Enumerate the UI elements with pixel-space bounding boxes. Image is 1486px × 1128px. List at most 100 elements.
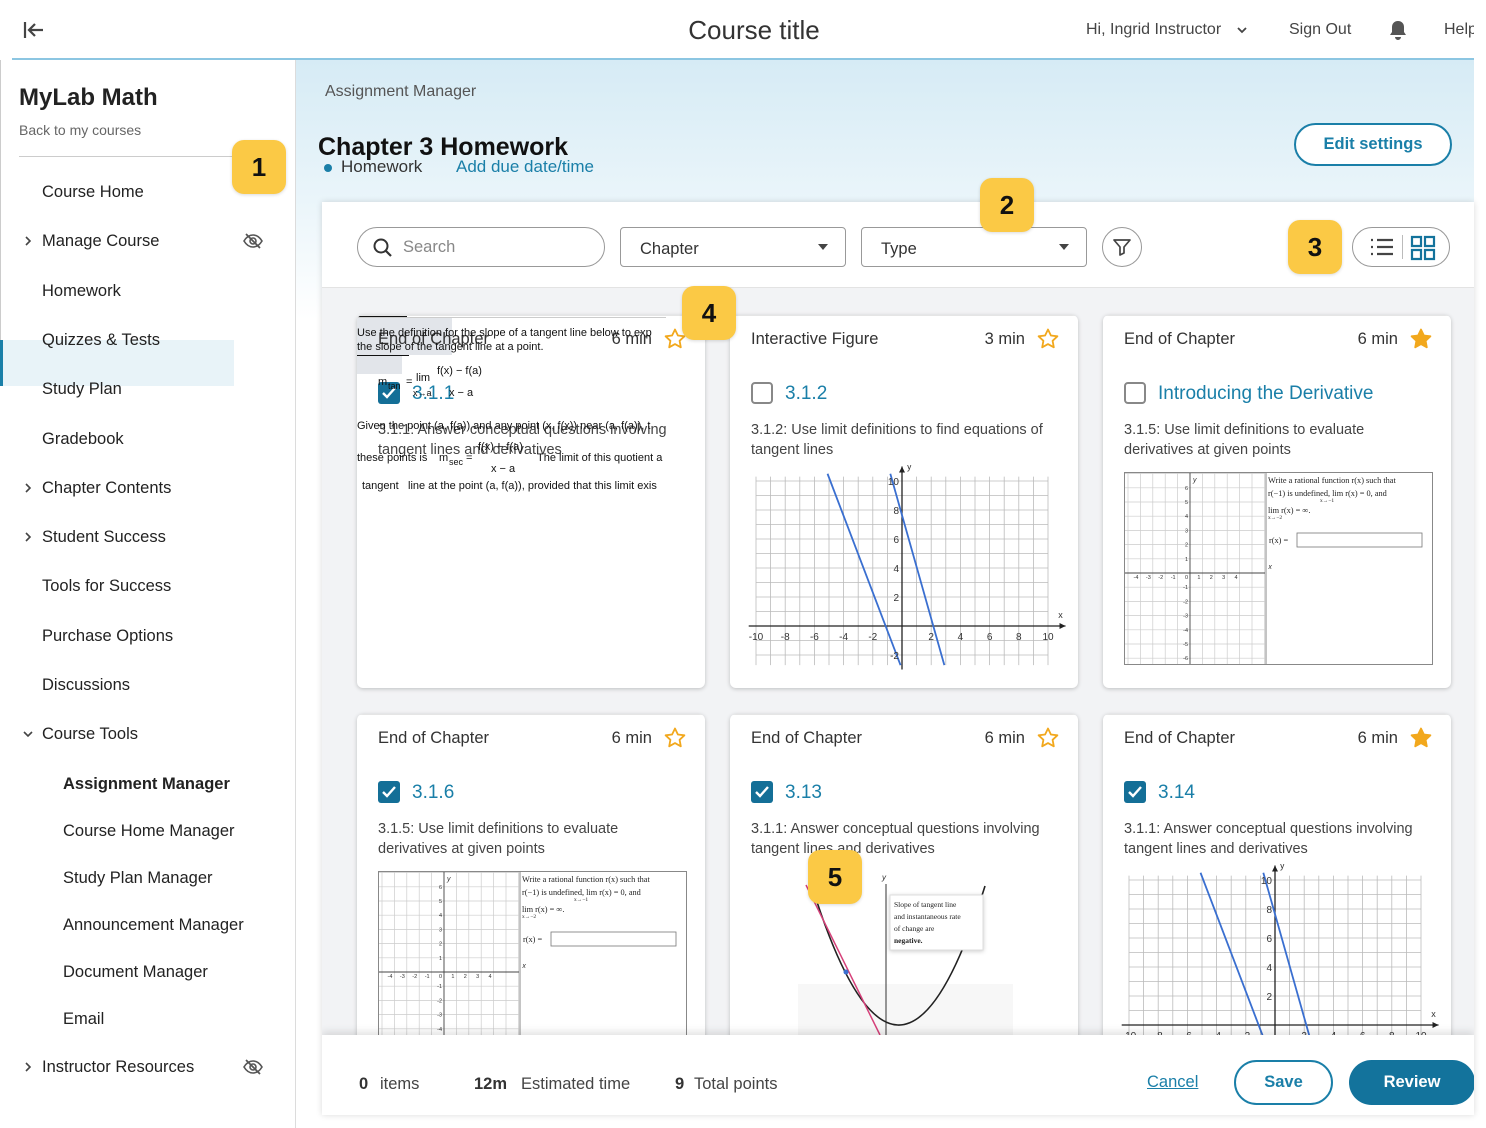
formula-part: f(x) − f(a) <box>437 365 482 377</box>
select-checkbox[interactable] <box>1123 381 1147 405</box>
sign-out[interactable]: Sign Out <box>1289 21 1352 38</box>
sub-nav-item[interactable]: Assignment Manager <box>63 774 230 793</box>
formula-part: = <box>406 376 413 388</box>
question-title[interactable]: Introducing the Derivative <box>1158 383 1374 404</box>
question-time: 6 min <box>1357 330 1398 348</box>
sub-nav-item[interactable]: Document Manager <box>63 962 208 981</box>
nav-item[interactable]: Course Home <box>42 183 144 201</box>
graph-tick-label: -1 <box>1171 575 1176 581</box>
expand-chevron[interactable] <box>22 531 34 543</box>
assignment-type: Homework <box>341 157 423 176</box>
nav-item[interactable]: Gradebook <box>42 429 124 448</box>
type-dropdown[interactable]: Type <box>861 227 1087 267</box>
graph-tick-label: -4 <box>388 974 393 980</box>
save-button[interactable]: Save <box>1234 1060 1333 1105</box>
edit-settings-button[interactable]: Edit settings <box>1294 123 1452 166</box>
nav-item[interactable]: Quizzes & Tests <box>42 330 160 349</box>
favorite-star[interactable] <box>1037 727 1059 749</box>
sub-nav-item[interactable]: Announcement Manager <box>63 915 244 934</box>
breadcrumb[interactable]: Assignment Manager <box>325 83 477 100</box>
favorite-star[interactable] <box>664 727 686 749</box>
nav-item[interactable]: Instructor Resources <box>42 1057 195 1076</box>
callout-badge: 1 <box>232 140 286 194</box>
expand-chevron[interactable] <box>22 235 34 247</box>
select-checkbox[interactable] <box>377 381 401 405</box>
expand-chevron[interactable] <box>22 1061 34 1073</box>
favorite-star[interactable] <box>664 328 686 350</box>
course-title: Course title <box>688 15 820 45</box>
graph-tick-label: 1 <box>439 956 442 962</box>
user-menu[interactable]: Hi, Ingrid Instructor <box>1086 21 1222 38</box>
icon-shape <box>1237 27 1247 34</box>
icon-shape <box>1124 382 1146 404</box>
highlight <box>357 318 452 355</box>
prompt-text: lim r(x) = ∞. <box>522 905 564 914</box>
graph-tick-label: 4 <box>439 913 442 919</box>
select-checkbox[interactable] <box>750 381 774 405</box>
estimated-time-label: Estimated time <box>521 1075 631 1093</box>
sub-nav-item[interactable]: Course Home Manager <box>63 821 235 840</box>
select-checkbox[interactable] <box>1123 780 1147 804</box>
total-points: 9 <box>675 1075 685 1093</box>
question-category: End of Chapter <box>1124 330 1235 348</box>
icon-shape <box>1128 786 1142 798</box>
favorite-star[interactable] <box>1410 328 1432 350</box>
nav-item[interactable]: Chapter Contents <box>42 478 172 497</box>
axis-label: x <box>1431 1009 1436 1019</box>
nav-item[interactable]: Manage Course <box>42 232 160 251</box>
user-menu-chevron[interactable] <box>1236 25 1248 35</box>
question-title[interactable]: 3.13 <box>785 782 822 803</box>
graph-tick-label: -2 <box>437 998 442 1004</box>
select-checkbox[interactable] <box>377 780 401 804</box>
review-button[interactable]: Review <box>1349 1060 1474 1105</box>
graph-tick-label: 4 <box>489 974 492 980</box>
graph-tick-label: 8 <box>1266 905 1272 916</box>
question-title[interactable]: 3.1.2 <box>785 383 828 404</box>
sub-nav-item[interactable]: Email <box>63 1009 105 1028</box>
preview-text: Given the point (a, f(a)) and any point … <box>357 420 651 432</box>
nav-item[interactable]: Discussions <box>42 676 131 694</box>
axis-label: x <box>1267 564 1272 571</box>
callout-badge: 2 <box>980 178 1034 232</box>
nav-item[interactable]: Study Plan <box>42 380 122 399</box>
sub-nav-item[interactable]: Study Plan Manager <box>63 868 213 887</box>
notifications-icon[interactable] <box>1388 19 1408 41</box>
formula-part: tan <box>388 381 401 391</box>
collapse-sidebar-icon[interactable] <box>22 19 46 41</box>
question-description: 3.1.5: Use limit definitions to evaluate… <box>378 821 619 857</box>
select-checkbox[interactable] <box>750 780 774 804</box>
nav-item[interactable]: Homework <box>42 281 121 300</box>
expand-chevron[interactable] <box>22 728 34 740</box>
active-nav-highlight <box>0 340 234 386</box>
formula-part: m <box>439 452 449 464</box>
icon-shape <box>382 387 396 399</box>
help[interactable]: Help <box>1444 21 1474 38</box>
icon-shape <box>249 1062 257 1071</box>
filter-button[interactable] <box>1102 227 1142 267</box>
formula-part: f(x) − f(a) <box>478 441 523 453</box>
nav-item[interactable]: Purchase Options <box>42 626 174 645</box>
question-description: 3.1.1: Answer conceptual questions invol… <box>1124 821 1413 857</box>
chapter-dropdown-label: Chapter <box>640 240 699 258</box>
favorite-star[interactable] <box>1037 328 1059 350</box>
question-title[interactable]: 3.1.6 <box>412 782 455 803</box>
back-link[interactable]: Back to my courses <box>19 122 142 138</box>
graph-tick-label: -1 <box>1183 585 1188 591</box>
nav-item[interactable]: Student Success <box>42 528 166 547</box>
list-view-button[interactable] <box>1369 237 1395 257</box>
card-header-rule <box>1103 714 1451 715</box>
grid-view-button[interactable] <box>1410 235 1436 261</box>
expand-chevron[interactable] <box>22 482 34 494</box>
chapter-dropdown[interactable]: Chapter <box>620 227 846 267</box>
nav-item[interactable]: Tools for Success <box>42 577 172 596</box>
cancel-link[interactable]: Cancel <box>1147 1073 1199 1091</box>
question-title[interactable]: 3.1.1 <box>412 383 455 404</box>
question-title[interactable]: 3.14 <box>1158 782 1195 803</box>
due-date-link[interactable]: Add due date/time <box>456 157 594 176</box>
nav-item[interactable]: Course Tools <box>42 725 138 744</box>
search-box[interactable]: Search <box>357 227 605 267</box>
favorite-star[interactable] <box>1410 727 1432 749</box>
icon-shape <box>245 233 261 249</box>
